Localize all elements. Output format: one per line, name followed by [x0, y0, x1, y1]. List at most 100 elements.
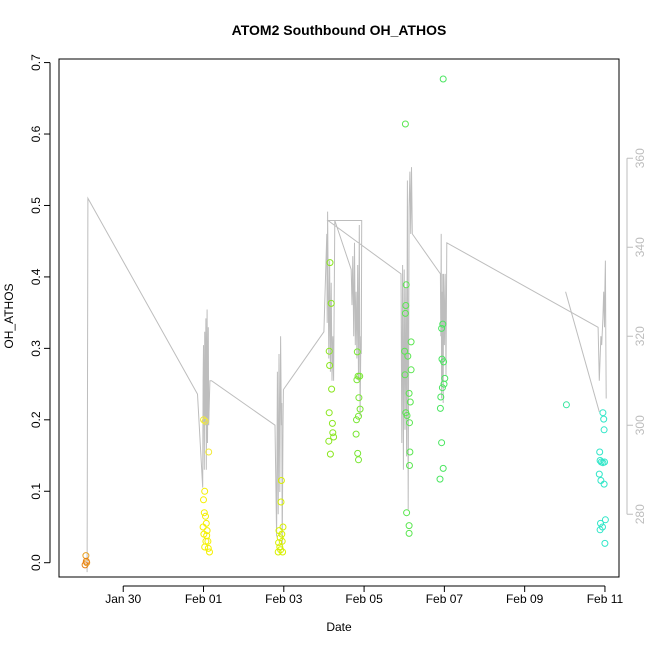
- data-point: [405, 389, 413, 397]
- data-point: [325, 409, 333, 417]
- data-point: [401, 371, 409, 379]
- data-point: [327, 299, 335, 307]
- y-axis: 0.0 0.1 0.2 0.3 0.4 0.5 0.6 0.7: [29, 54, 51, 571]
- data-point: [278, 530, 286, 538]
- data-points-layer: [81, 75, 609, 569]
- data-point: [599, 409, 607, 417]
- data-point: [407, 366, 415, 374]
- data-point: [326, 259, 334, 267]
- data-point: [326, 450, 334, 458]
- y-tick-label: 0.1: [29, 483, 43, 500]
- secondary-y-tick-label: 320: [633, 326, 647, 346]
- data-point: [202, 519, 210, 527]
- data-point: [403, 509, 411, 517]
- data-point: [352, 430, 360, 438]
- series-line-0: [86, 167, 607, 573]
- data-point: [82, 552, 90, 560]
- series-line-1: [565, 291, 600, 413]
- data-point: [601, 458, 608, 466]
- x-tick-label: Feb 03: [265, 592, 303, 606]
- secondary-y-tick-label: 340: [633, 237, 647, 257]
- data-point: [353, 416, 360, 424]
- data-point: [405, 522, 413, 530]
- data-point: [277, 498, 285, 506]
- data-point: [438, 439, 446, 447]
- data-point: [328, 385, 336, 393]
- data-point: [402, 302, 410, 309]
- data-point: [601, 539, 609, 547]
- secondary-y-tick-label: 360: [633, 148, 647, 168]
- secondary-y-tick-label: 280: [633, 504, 647, 524]
- data-point: [206, 548, 213, 556]
- data-point: [326, 362, 334, 369]
- y-tick-label: 0.2: [29, 411, 43, 428]
- y-tick-label: 0.4: [29, 268, 43, 285]
- chart-title: ATOM2 Southbound OH_ATHOS: [232, 22, 447, 38]
- data-point: [406, 462, 413, 469]
- data-point: [201, 417, 209, 425]
- data-point: [404, 352, 412, 360]
- data-point: [439, 75, 447, 83]
- data-point: [440, 358, 448, 366]
- data-point: [600, 426, 608, 434]
- data-point: [277, 477, 285, 484]
- data-point: [329, 429, 337, 437]
- data-point: [325, 347, 333, 355]
- plot-frame: [58, 58, 620, 578]
- data-point: [436, 404, 444, 412]
- data-point: [407, 338, 415, 346]
- data-point: [353, 348, 361, 356]
- x-tick-label: Feb 01: [185, 592, 223, 606]
- data-point: [203, 532, 211, 540]
- data-point: [279, 548, 287, 556]
- data-point: [355, 412, 362, 420]
- data-point: [597, 477, 605, 484]
- data-point: [356, 405, 364, 413]
- data-point: [401, 120, 409, 128]
- data-point: [406, 398, 414, 406]
- data-point: [202, 512, 209, 520]
- y-axis-label: OH_ATHOS: [2, 283, 16, 348]
- data-point: [438, 384, 446, 392]
- data-point: [275, 539, 283, 547]
- data-point: [274, 548, 282, 556]
- data-point: [600, 480, 608, 488]
- data-point: [439, 320, 447, 328]
- data-point: [596, 526, 604, 534]
- data-point: [355, 394, 363, 402]
- data-point: [277, 546, 285, 554]
- data-point: [596, 448, 604, 456]
- data-point: [406, 448, 414, 456]
- data-point: [438, 324, 446, 332]
- data-point: [601, 516, 609, 524]
- data-point: [439, 464, 447, 472]
- data-point: [279, 523, 287, 531]
- data-point: [205, 448, 213, 456]
- data-point: [276, 534, 284, 542]
- data-point: [355, 456, 362, 464]
- data-point: [325, 437, 333, 445]
- x-tick-label: Feb 09: [506, 592, 544, 606]
- y-tick-label: 0.6: [29, 125, 43, 142]
- data-point: [200, 496, 207, 504]
- data-point: [440, 380, 448, 388]
- data-point: [328, 419, 336, 427]
- data-point: [204, 544, 212, 552]
- y-tick-label: 0.7: [29, 54, 43, 71]
- data-point: [403, 412, 411, 419]
- data-point: [405, 529, 413, 537]
- x-tick-label: Feb 05: [345, 592, 383, 606]
- x-axis-label: Date: [326, 620, 352, 634]
- data-point: [401, 347, 409, 355]
- data-point: [595, 470, 603, 478]
- x-tick-label: Feb 11: [587, 592, 624, 606]
- data-point: [354, 449, 362, 457]
- data-point: [199, 523, 207, 531]
- y-tick-label: 0.5: [29, 197, 43, 214]
- data-point: [278, 537, 286, 545]
- data-point: [436, 475, 444, 483]
- data-point: [562, 401, 570, 409]
- secondary-line-layer: [86, 167, 607, 573]
